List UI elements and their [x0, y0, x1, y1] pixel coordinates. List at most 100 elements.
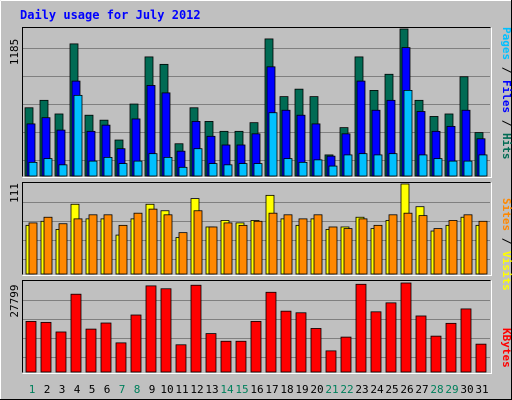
- x-tick-day-18: 18: [280, 383, 293, 396]
- bar-kbytes-day-29: [445, 322, 457, 373]
- bar-sites-day-18: [283, 214, 293, 275]
- bar-pages-day-20: [313, 159, 323, 177]
- bar-sites-day-20: [313, 214, 323, 275]
- bar-sites-day-26: [403, 212, 413, 275]
- bar-sites-day-11: [178, 232, 188, 275]
- bar-pages-day-24: [373, 154, 383, 177]
- x-tick-day-24: 24: [370, 383, 384, 396]
- bar-kbytes-day-14: [220, 340, 232, 373]
- legend-files: Files: [500, 80, 512, 113]
- bar-sites-day-6: [103, 214, 113, 275]
- bar-kbytes-day-21: [325, 350, 337, 373]
- x-tick-day-26: 26: [400, 383, 413, 396]
- bar-kbytes-day-12: [190, 284, 202, 373]
- bar-sites-day-8: [133, 212, 143, 275]
- bar-pages-day-15: [238, 163, 248, 177]
- x-tick-day-27: 27: [415, 383, 428, 396]
- bar-sites-day-12: [193, 210, 203, 275]
- x-tick-day-19: 19: [295, 383, 308, 396]
- x-tick-day-28: 28: [430, 383, 443, 396]
- bar-pages-day-21: [328, 165, 338, 177]
- bar-pages-day-12: [193, 148, 203, 177]
- bar-sites-day-17: [268, 212, 278, 275]
- bar-sites-day-7: [118, 224, 128, 275]
- bar-kbytes-day-4: [70, 293, 82, 373]
- bar-pages-day-17: [268, 112, 278, 177]
- x-tick-day-4: 4: [74, 383, 81, 396]
- bar-kbytes-day-10: [160, 288, 172, 373]
- bar-sites-day-15: [238, 224, 248, 275]
- bar-pages-day-6: [103, 156, 113, 177]
- bar-sites-day-22: [343, 228, 353, 275]
- bar-sites-day-3: [58, 223, 68, 275]
- x-tick-day-7: 7: [119, 383, 126, 396]
- bar-pages-day-27: [418, 154, 428, 177]
- bar-kbytes-day-7: [115, 342, 127, 373]
- bars-kbytes: [25, 282, 487, 373]
- visits-max-label: 111: [8, 183, 21, 203]
- bar-sites-day-30: [463, 214, 473, 275]
- x-tick-day-1: 1: [29, 383, 36, 396]
- bar-pages-day-3: [58, 164, 68, 177]
- legend-sites: Sites: [500, 198, 512, 231]
- bar-pages-day-13: [208, 163, 218, 177]
- bar-sites-day-1: [28, 222, 38, 275]
- bar-sites-day-9: [148, 208, 158, 275]
- x-tick-day-10: 10: [160, 383, 173, 396]
- bar-sites-day-25: [388, 214, 398, 275]
- x-tick-day-6: 6: [104, 383, 111, 396]
- bar-kbytes-day-20: [310, 328, 322, 373]
- bar-kbytes-day-15: [235, 340, 247, 373]
- bar-kbytes-day-8: [130, 314, 142, 373]
- bar-kbytes-day-1: [25, 321, 37, 373]
- x-tick-day-16: 16: [250, 383, 263, 396]
- legend-pages: Pages: [500, 27, 512, 60]
- bar-kbytes-day-9: [145, 285, 157, 373]
- bar-pages-day-26: [403, 90, 413, 177]
- legend-kbytes: KBytes: [500, 328, 512, 368]
- bar-pages-day-4: [73, 94, 83, 177]
- x-tick-day-23: 23: [355, 383, 368, 396]
- bar-sites-day-13: [208, 226, 218, 275]
- x-tick-day-29: 29: [445, 383, 458, 396]
- x-tick-day-12: 12: [190, 383, 203, 396]
- x-tick-day-8: 8: [134, 383, 141, 396]
- bar-pages-day-25: [388, 153, 398, 177]
- bar-sites-day-10: [163, 214, 173, 275]
- x-tick-day-14: 14: [220, 383, 234, 396]
- bars-visits-sites: [25, 183, 488, 275]
- legend-hits: Hits: [500, 133, 512, 160]
- bar-pages-day-11: [178, 166, 188, 177]
- bar-sites-day-14: [223, 222, 233, 275]
- x-tick-day-9: 9: [149, 383, 156, 396]
- x-tick-day-30: 30: [460, 383, 473, 396]
- bar-sites-day-16: [253, 220, 263, 275]
- bar-kbytes-day-26: [400, 282, 412, 373]
- bar-pages-day-23: [358, 153, 368, 177]
- bar-sites-day-19: [298, 218, 308, 275]
- bar-kbytes-day-16: [250, 321, 262, 373]
- bar-kbytes-day-23: [355, 283, 367, 373]
- bar-pages-day-29: [448, 160, 458, 177]
- x-tick-day-31: 31: [475, 383, 488, 396]
- bar-pages-day-22: [343, 154, 353, 177]
- bar-kbytes-day-25: [385, 302, 397, 373]
- bar-kbytes-day-22: [340, 336, 352, 373]
- panel-borders: [22, 27, 492, 374]
- x-tick-day-15: 15: [235, 383, 248, 396]
- x-tick-day-20: 20: [310, 383, 323, 396]
- bar-kbytes-day-5: [85, 328, 97, 373]
- legend-sites-visits: Sites / Visits: [500, 198, 512, 291]
- bar-pages-day-5: [88, 160, 98, 177]
- bar-pages-day-1: [28, 161, 38, 177]
- bars-hits-files-pages: [24, 28, 488, 177]
- bar-kbytes-day-24: [370, 311, 382, 373]
- bar-sites-day-28: [433, 228, 443, 275]
- bar-pages-day-18: [283, 158, 293, 177]
- bar-pages-day-9: [148, 153, 158, 177]
- bar-pages-day-16: [253, 163, 263, 177]
- bar-kbytes-day-2: [40, 321, 52, 373]
- bar-kbytes-day-30: [460, 308, 472, 373]
